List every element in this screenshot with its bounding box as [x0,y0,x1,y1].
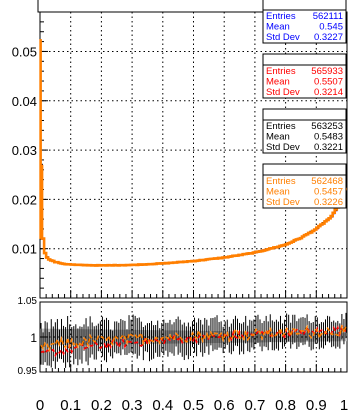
stat-value: 562111 [313,11,343,22]
stat-label: Std Dev [266,32,300,43]
lower-xtick-label: 0.3 [122,397,143,413]
title-box [37,0,264,13]
stat-box-3: Entries 562468 Mean 0.5457 Std Dev 0.3226 [262,163,347,209]
lower-xtick-label: 0.7 [244,397,265,413]
upper-ytick-label: 0.04 [12,94,37,109]
stat-value: 0.3221 [314,142,343,153]
upper-ytick-label: 0.03 [12,143,37,158]
lower-ytick-label: 1 [30,331,37,345]
lower-xtick-label: 0.6 [214,397,235,413]
stat-label: Mean [266,187,290,198]
stat-label: Entries [266,176,296,187]
stat-box-frame [262,53,347,99]
stat-value: 0.5483 [314,132,343,143]
lower-xtick-label: 1 [340,397,348,413]
stat-value: 0.3226 [314,197,343,208]
lower-xtick-label: 0.8 [275,397,296,413]
stat-label: Entries [266,11,296,22]
stat-value: 0.5507 [314,77,343,88]
upper-ytick-label: 0.01 [12,242,37,257]
stat-value: 0.3227 [314,32,343,43]
stat-box-2: Entries 563253 Mean 0.5483 Std Dev 0.3221 [262,108,347,154]
stat-value: 0.3214 [314,87,343,98]
stat-label: Entries [266,66,296,77]
stat-box-frame [262,108,347,154]
lower-ytick-label: 1.05 [18,296,38,307]
stat-label: Mean [266,77,290,88]
upper-ytick-label: 0.02 [12,192,37,207]
stat-value: 565933 [311,66,343,77]
stat-box-frame [262,0,347,44]
lower-pad: 0.95 1 1.05 0 0.1 0.2 0.3 0.4 0.5 0.6 0.7 0.8 0.9 1 [18,296,349,414]
stat-value: 0.545 [319,22,343,33]
stat-label: Mean [266,22,290,33]
stat-box-frame [262,163,347,209]
lower-xtick-label: 0.1 [60,397,81,413]
stat-label: Entries [266,121,296,132]
stat-box-0: Entries 562111 Mean 0.545 Std Dev 0.3227 [262,0,347,44]
lower-xtick-label: 0.2 [91,397,112,413]
histogram-series-3 [40,164,347,267]
lower-xtick-label: 0 [36,397,44,413]
stat-label: Std Dev [266,142,300,153]
stat-label: Mean [266,132,290,143]
lower-xtick-label: 0.4 [152,397,173,413]
stat-label: Std Dev [266,197,300,208]
stat-value: 0.5457 [314,187,343,198]
lower-xtick-label: 0.9 [306,397,327,413]
lower-ytick-label: 0.95 [18,366,38,377]
stat-box-1: Entries 565933 Mean 0.5507 Std Dev 0.3214 [262,53,347,99]
stat-value: 563253 [311,121,343,132]
stat-label: Std Dev [266,87,300,98]
ratio-orange-series [40,324,347,353]
upper-ytick-label: 0.05 [12,44,37,59]
stat-value: 562468 [311,176,343,187]
lower-xtick-label: 0.5 [183,397,204,413]
